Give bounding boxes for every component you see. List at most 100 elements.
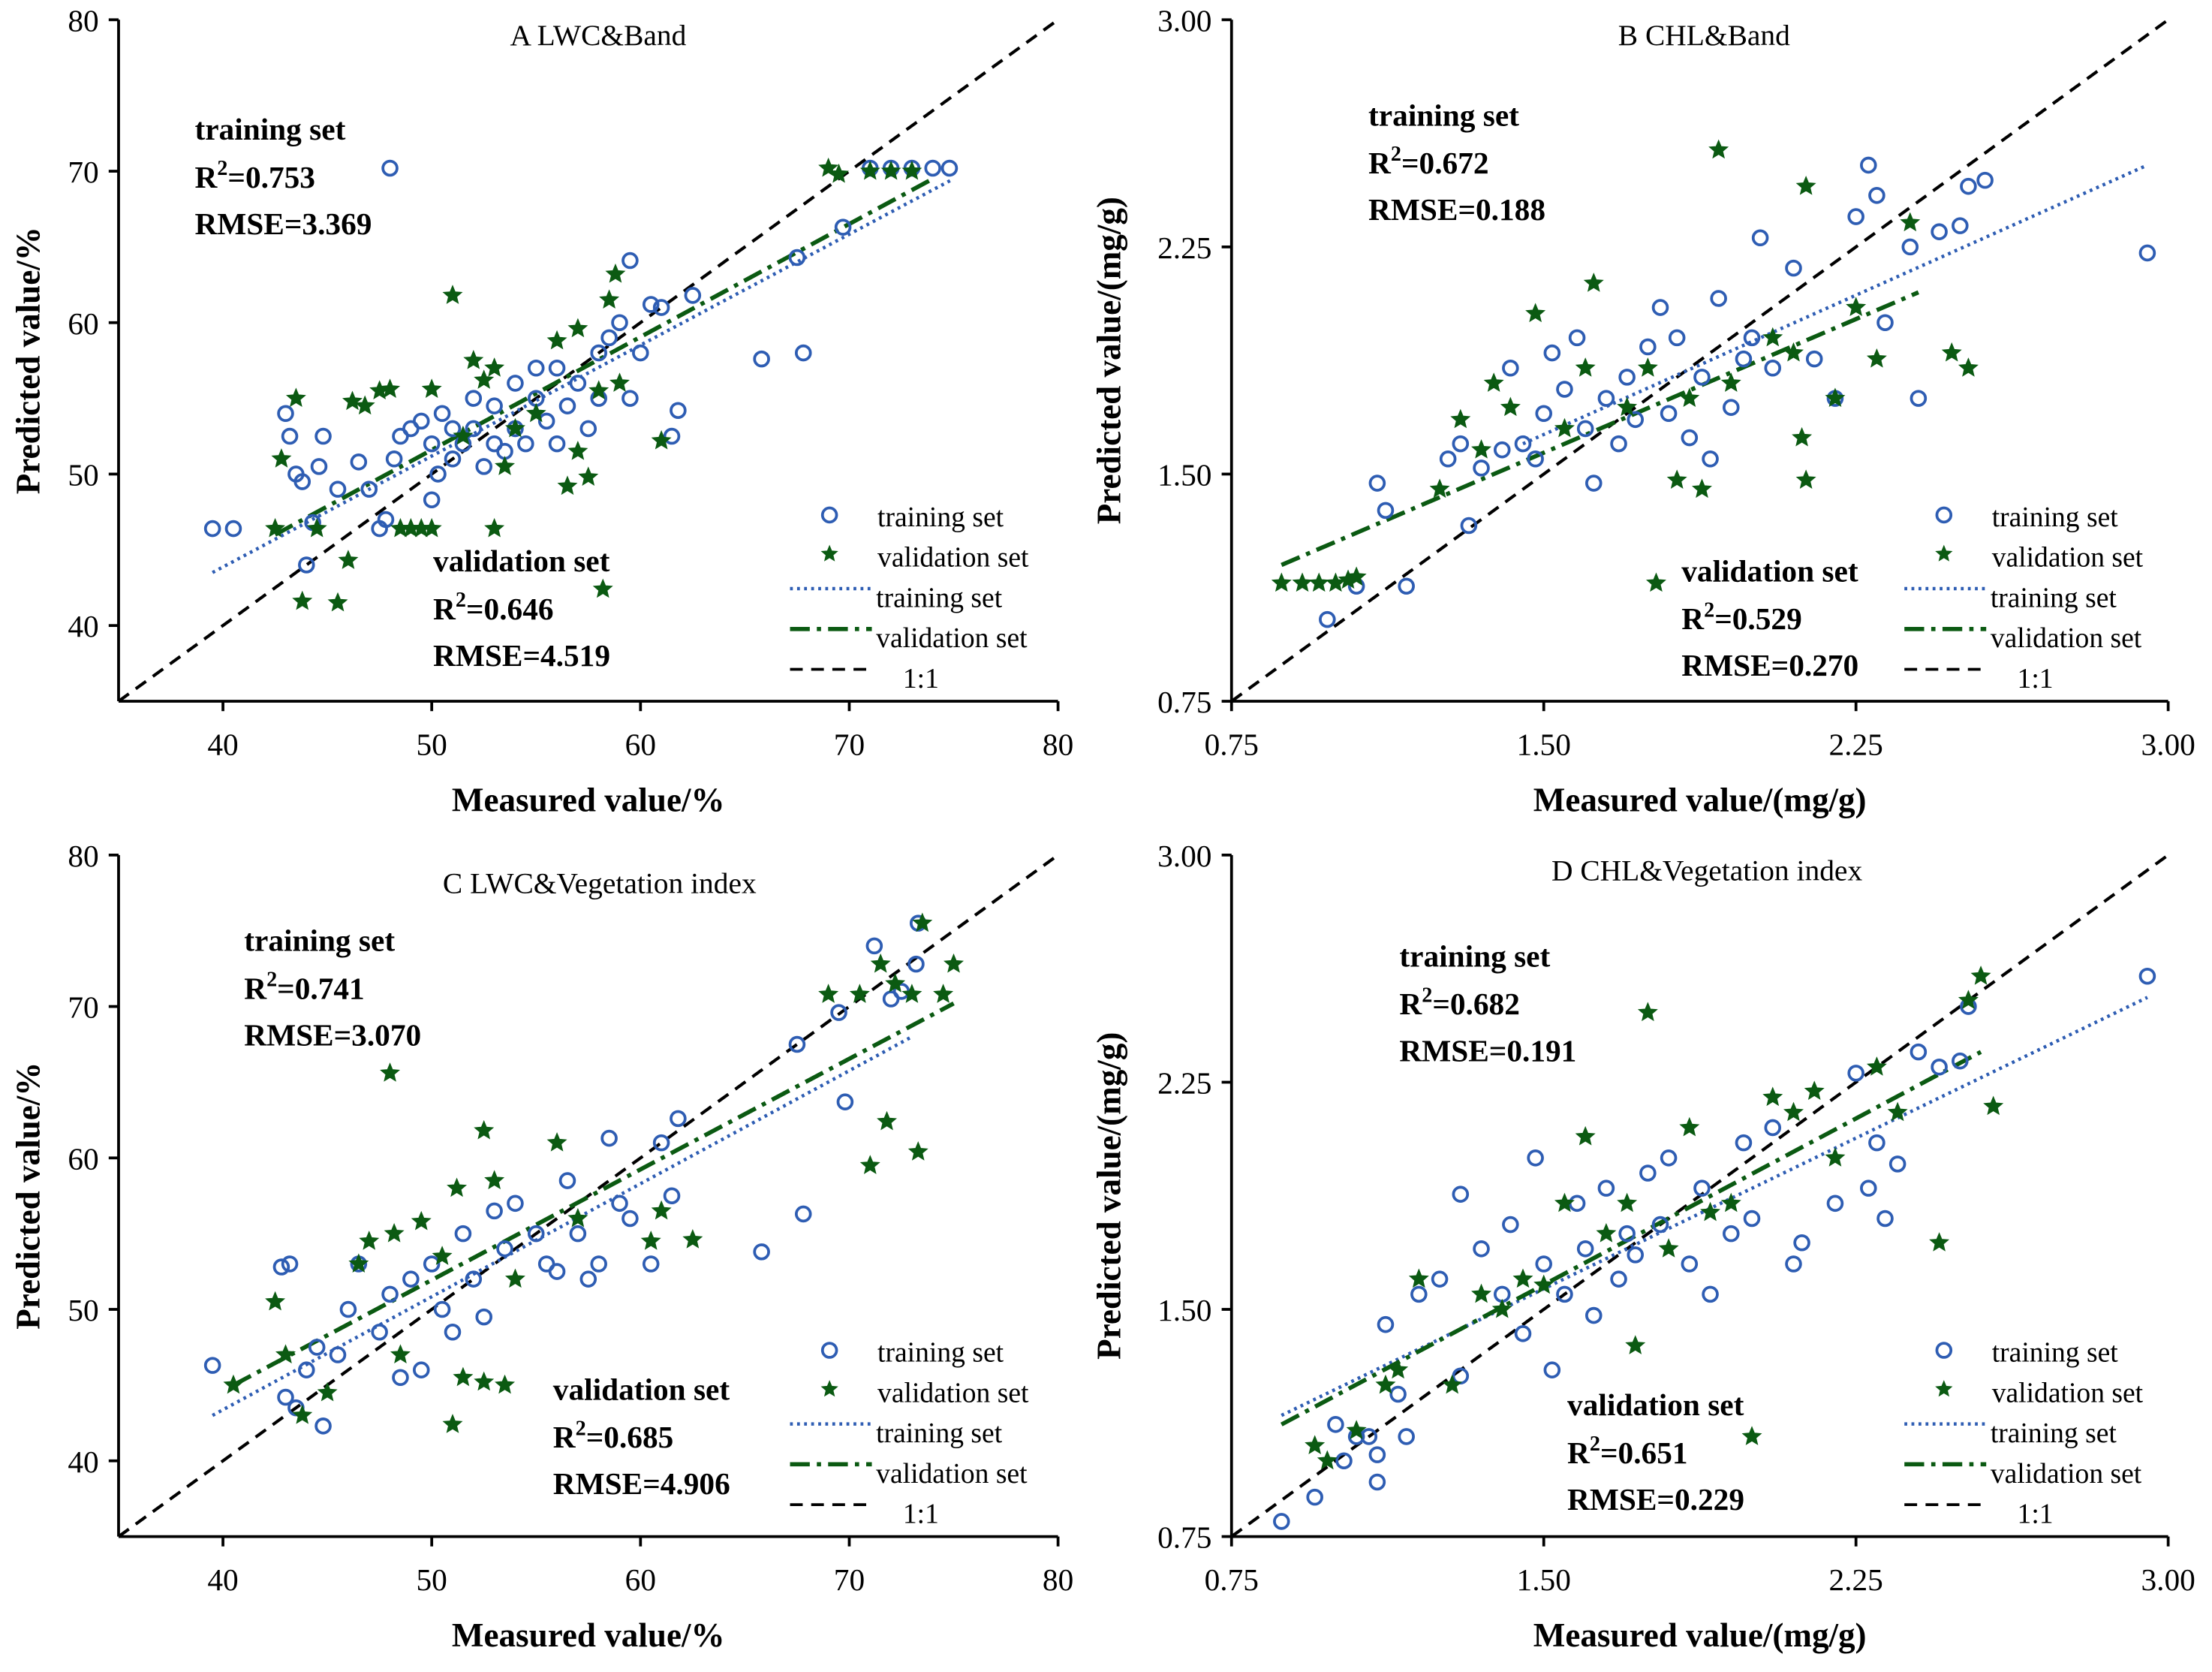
r2-superscript: 2: [1590, 1432, 1600, 1456]
y-tick-label: 80: [68, 839, 98, 873]
training-point: [1610, 435, 1627, 453]
rmse-value: 0.188: [1476, 192, 1545, 227]
validation-point: [1637, 1002, 1658, 1022]
validation-point: [1408, 1268, 1429, 1288]
validation-point: [849, 984, 870, 1003]
training-point: [1876, 314, 1894, 332]
x-tick-label: 60: [625, 1562, 656, 1597]
training-point: [1702, 1285, 1719, 1303]
training-point: [1743, 1210, 1761, 1228]
training-point: [1876, 1210, 1894, 1228]
rmse-value: 0.229: [1675, 1482, 1744, 1517]
training-point: [652, 299, 670, 316]
validation-point: [829, 163, 850, 183]
training-point: [1610, 1270, 1627, 1288]
legend-label: validation set: [1992, 543, 2144, 574]
training-point: [579, 1270, 597, 1288]
training-point: [1377, 502, 1395, 520]
training-point: [611, 1195, 628, 1213]
validation-point: [1533, 1274, 1554, 1294]
training-point: [1327, 1416, 1344, 1433]
r2-symbol: R: [1681, 601, 1705, 636]
training-point: [1847, 1065, 1864, 1082]
validation-point: [1679, 1116, 1700, 1137]
training-point: [1785, 1255, 1802, 1273]
training-point: [924, 159, 941, 177]
validation-point: [1762, 327, 1783, 347]
x-axis-label: Measured value/(mg/g): [1533, 782, 1867, 819]
r2-symbol: R: [553, 1420, 576, 1454]
rmse-value: 4.519: [540, 638, 610, 673]
validation-point: [327, 592, 348, 612]
training-point: [475, 458, 492, 475]
validation-fit-line: [274, 176, 934, 537]
training-point: [1473, 1240, 1490, 1258]
training-point: [836, 1093, 854, 1110]
rmse-label: RMSE=: [1368, 192, 1476, 227]
legend-label: training set: [877, 1338, 1004, 1369]
validation-point: [1429, 478, 1450, 499]
validation-point: [1617, 396, 1638, 417]
x-tick-label: 50: [417, 727, 447, 761]
validation-point: [877, 1110, 898, 1131]
validation-point: [546, 1131, 567, 1152]
validation-point: [1708, 139, 1729, 159]
validation-fit-line: [1281, 290, 1919, 568]
training-point: [392, 1369, 409, 1387]
training-point: [350, 453, 368, 471]
training-point: [1452, 435, 1470, 453]
training-point: [1627, 1246, 1645, 1264]
r2-symbol: R: [1399, 987, 1422, 1021]
validation-point: [442, 1414, 463, 1433]
validation-point: [1691, 478, 1712, 499]
chart-title: D CHL&Vegetation index: [1551, 854, 1862, 887]
chart-panel-d: 0.75 1.50 2.25 3.00 0.75 1.50 2.25 3.00 Measured…: [1090, 839, 2195, 1654]
validation-point: [682, 1229, 703, 1249]
training-point: [865, 937, 883, 955]
training-point: [1868, 1134, 1885, 1152]
training-point: [423, 491, 441, 509]
training-stats-heading: training set: [1399, 938, 1550, 973]
r2-symbol: R: [194, 160, 218, 194]
validation-point: [484, 357, 505, 377]
training-point: [1651, 1216, 1669, 1234]
validation-point: [859, 1155, 880, 1174]
training-point: [1410, 1285, 1428, 1303]
training-point: [1910, 390, 1928, 407]
y-axis-label: Predicted value/(mg/g): [1090, 1032, 1127, 1360]
chart-panel-a: 40 50 60 70 80 40 50 60 70 80 Measured value/% Pred…: [10, 3, 1074, 818]
training-point: [537, 412, 555, 430]
training-point: [569, 375, 587, 392]
training-point: [1556, 381, 1573, 398]
training-point: [277, 405, 294, 423]
validation-point: [605, 264, 626, 283]
training-stats-rmse: RMSE=3.070: [244, 1018, 421, 1053]
training-point: [1764, 1119, 1782, 1137]
training-point: [1306, 1488, 1323, 1506]
legend-circle-icon: [1935, 1342, 1953, 1359]
training-point: [1585, 1306, 1603, 1324]
validation-point: [292, 1405, 313, 1424]
x-tick-label: 2.25: [1829, 1562, 1883, 1597]
r2-superscript: 2: [1704, 598, 1714, 622]
validation-point: [818, 984, 839, 1003]
validation-stats-heading: validation set: [553, 1372, 730, 1406]
validation-point: [1900, 212, 1921, 232]
training-point: [1681, 1255, 1699, 1273]
validation-point: [1637, 357, 1658, 377]
training-point: [1398, 1428, 1415, 1445]
x-tick-label: 40: [207, 1562, 238, 1597]
training-point: [1527, 450, 1544, 468]
training-point: [1639, 1164, 1657, 1182]
validation-point: [474, 1119, 495, 1140]
training-point: [1793, 1234, 1810, 1252]
training-fit-line: [1281, 996, 2148, 1417]
training-point: [444, 1323, 462, 1341]
training-point: [1743, 329, 1761, 347]
training-point: [1826, 1195, 1844, 1213]
validation-point: [1617, 1192, 1638, 1213]
training-point: [1543, 344, 1561, 362]
validation-point: [557, 475, 578, 496]
training-point: [830, 1004, 847, 1021]
legend-label: validation set: [876, 623, 1028, 654]
